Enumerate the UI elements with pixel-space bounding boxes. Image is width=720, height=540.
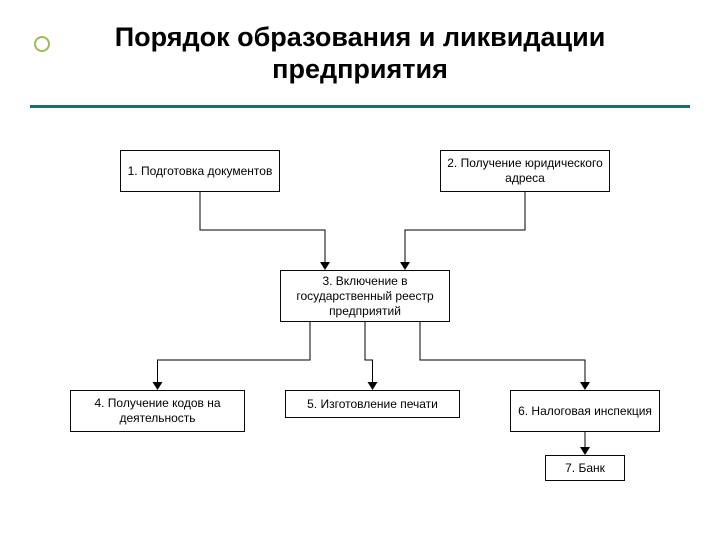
node-2-label: 2. Получение юридического адреса <box>445 156 605 186</box>
node-6: 6. Налоговая инспекция <box>510 390 660 432</box>
title-line2: предприятия <box>0 54 720 85</box>
node-7-label: 7. Банк <box>565 461 605 476</box>
node-7: 7. Банк <box>545 455 625 481</box>
node-5-label: 5. Изготовление печати <box>307 397 438 412</box>
node-4-label: 4. Получение кодов на деятельность <box>75 396 240 426</box>
node-4: 4. Получение кодов на деятельность <box>70 390 245 432</box>
node-6-label: 6. Налоговая инспекция <box>518 404 652 419</box>
node-3-label: 3. Включение в государственный реестр пр… <box>285 274 445 319</box>
node-5: 5. Изготовление печати <box>285 390 460 418</box>
title-bullet <box>34 36 50 52</box>
node-1: 1. Подготовка документов <box>120 150 280 192</box>
title-line1: Порядок образования и ликвидации <box>0 22 720 53</box>
node-1-label: 1. Подготовка документов <box>128 164 273 179</box>
node-3: 3. Включение в государственный реестр пр… <box>280 270 450 322</box>
title-rule <box>30 105 690 108</box>
node-2: 2. Получение юридического адреса <box>440 150 610 192</box>
